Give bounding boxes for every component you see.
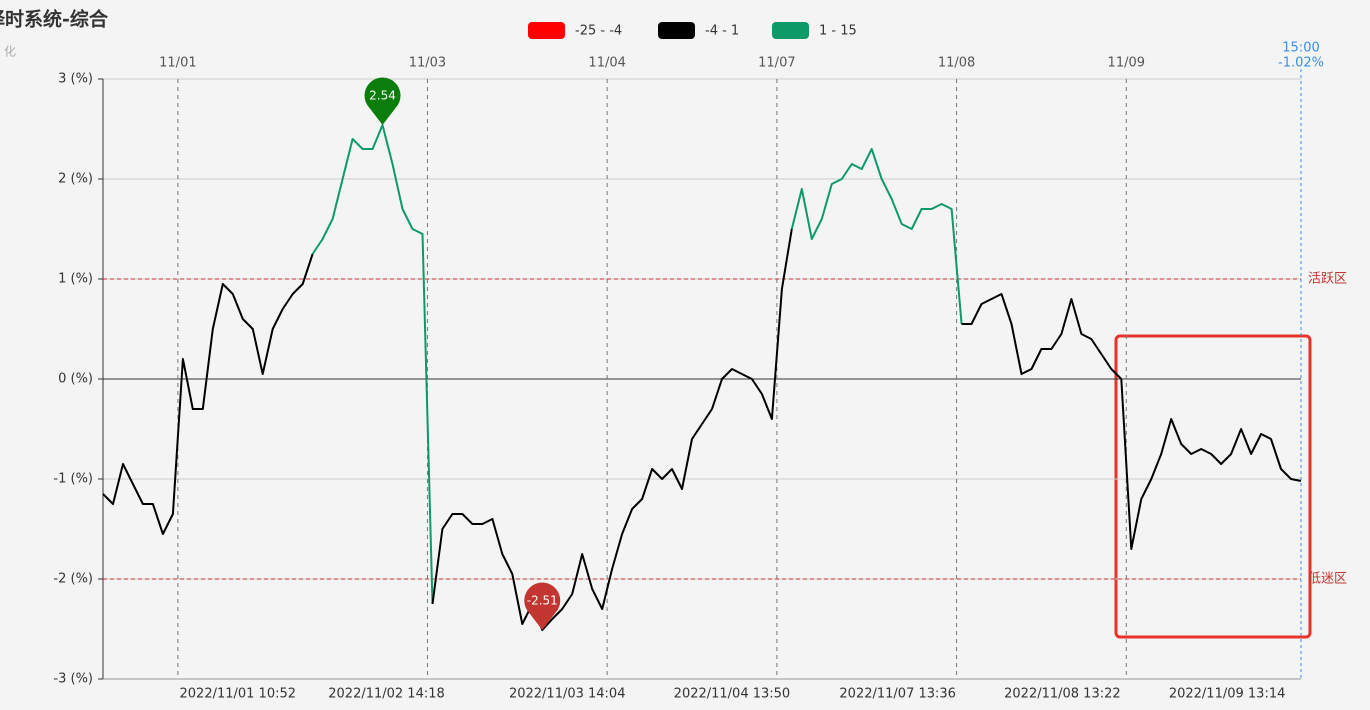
line-piece	[102, 253, 314, 535]
legend-label: 1 - 15	[819, 24, 857, 39]
legend-label: -25 - -4	[575, 24, 622, 39]
x-tick-label-top: 11/03	[409, 56, 446, 71]
y-tick-label: -2 (%)	[53, 572, 93, 587]
legend-label: -4 - 1	[705, 24, 739, 39]
x-tick-label-bottom: 2022/11/07 13:36	[839, 687, 956, 702]
x-tick-label-top: 11/04	[588, 56, 625, 71]
end-time: 15:00	[1282, 41, 1319, 56]
mark-line-label: 活跃区	[1308, 272, 1347, 287]
mark-pin	[364, 77, 401, 125]
end-value: -1.02%	[1278, 56, 1324, 71]
y-tick-label: 2 (%)	[58, 172, 93, 187]
mark-pin	[524, 582, 561, 630]
mark-line-label: 低迷区	[1308, 572, 1347, 587]
x-tick-label-bottom: 2022/11/03 14:04	[509, 687, 626, 702]
legend-swatch	[528, 22, 565, 39]
line-piece	[790, 148, 963, 325]
y-tick-label: -1 (%)	[53, 472, 93, 487]
y-tick-label: -3 (%)	[53, 672, 93, 687]
x-tick-label-top: 11/09	[1108, 56, 1145, 71]
legend-swatch	[658, 22, 695, 39]
line-piece	[431, 228, 793, 631]
y-tick-label: 1 (%)	[58, 272, 93, 287]
mark-pin-label: -2.51	[527, 594, 558, 608]
x-tick-label-bottom: 2022/11/02 14:18	[328, 687, 445, 702]
y-tick-label: 0 (%)	[58, 372, 93, 387]
highlight-box	[1114, 334, 1312, 639]
chart-subtitle: 化	[4, 45, 16, 59]
line-piece	[961, 293, 1302, 550]
x-tick-label-bottom: 2022/11/09 13:14	[1169, 687, 1286, 702]
x-tick-label-top: 11/07	[758, 56, 795, 71]
x-tick-label-bottom: 2022/11/04 13:50	[674, 687, 791, 702]
x-tick-label-bottom: 2022/11/01 10:52	[180, 687, 297, 702]
chart-title: 择时系统-综合	[0, 8, 109, 31]
line-piece	[311, 124, 434, 605]
y-tick-label: 3 (%)	[58, 72, 93, 87]
x-tick-label-top: 11/08	[938, 56, 975, 71]
x-tick-label-top: 11/01	[159, 56, 196, 71]
legend-swatch	[772, 22, 809, 39]
mark-pin-label: 2.54	[369, 89, 396, 103]
x-tick-label-bottom: 2022/11/08 13:22	[1004, 687, 1121, 702]
